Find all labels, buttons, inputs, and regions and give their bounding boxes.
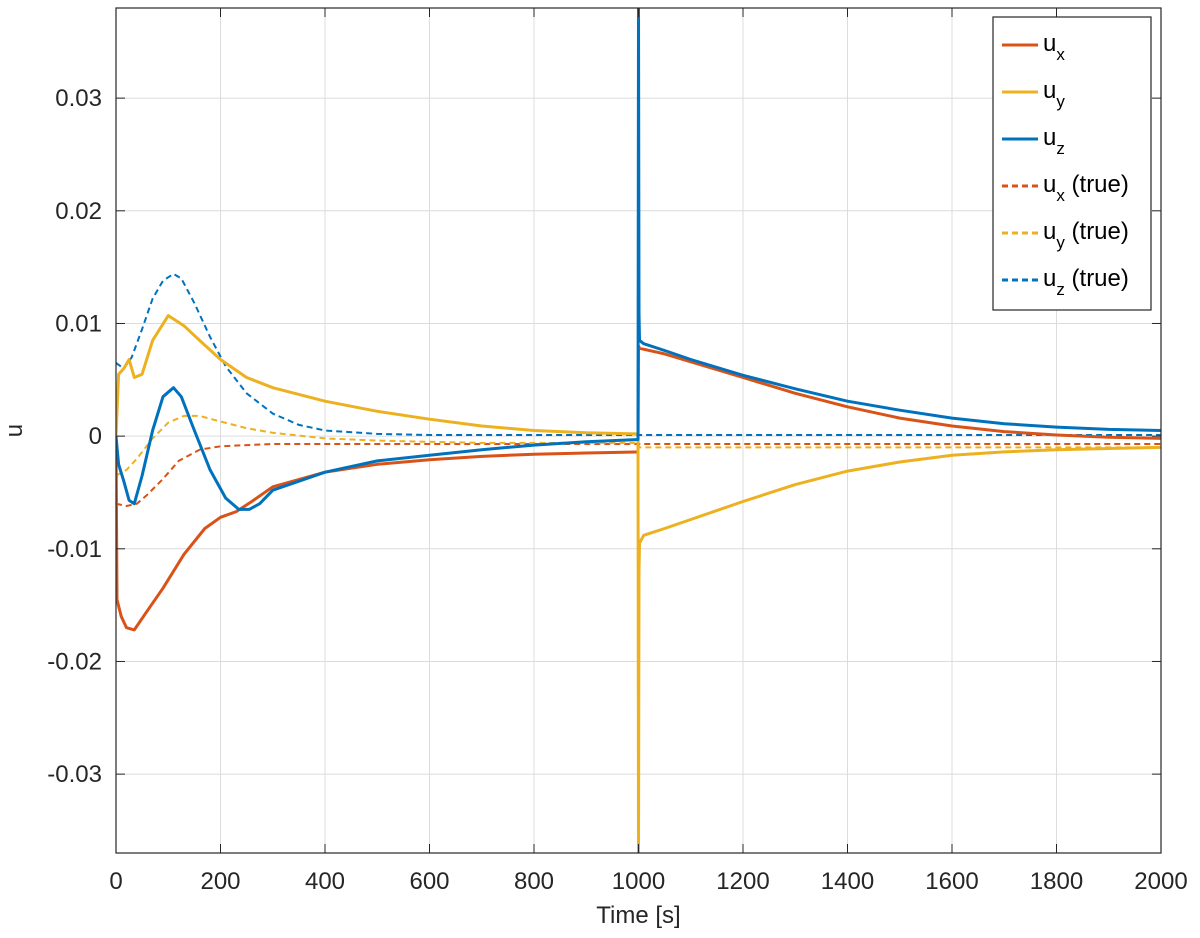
x-tick-label: 600	[409, 868, 449, 895]
legend-label: ux (true)	[1043, 171, 1129, 205]
legend: ux uy uz ux (true) uy (true) uz (true)	[992, 16, 1152, 311]
x-tick-label: 400	[305, 868, 345, 895]
y-tick-label: 0.02	[55, 198, 102, 225]
x-tick-label: 0	[109, 868, 122, 895]
x-tick-label: 1400	[821, 868, 874, 895]
y-tick-label: -0.02	[47, 648, 102, 675]
legend-label: uy	[1043, 77, 1065, 111]
y-tick-label: 0.01	[55, 310, 102, 337]
y-tick-label: 0	[89, 423, 102, 450]
legend-label: uy (true)	[1043, 218, 1129, 252]
y-axis-label: u	[1, 424, 28, 437]
x-tick-label: 1200	[716, 868, 769, 895]
legend-label: uz (true)	[1043, 265, 1129, 299]
x-tick-label: 2000	[1134, 868, 1187, 895]
series-line-u-y-true	[116, 414, 1161, 477]
x-tick-label: 200	[200, 868, 240, 895]
tick-labels: 0 200 400 600 800 1000 1200 1400 1600 1800 2000 -0.…	[47, 8, 1188, 895]
x-tick-label: 1000	[612, 868, 665, 895]
y-tick-label: 0.03	[55, 85, 102, 112]
series-group	[116, 8, 1161, 853]
series-line-u-y	[116, 314, 1161, 853]
x-tick-label: 1600	[925, 868, 978, 895]
x-tick-label: 800	[514, 868, 554, 895]
legend-label: ux	[1043, 30, 1065, 64]
x-tick-label: 1800	[1030, 868, 1083, 895]
y-tick-label: -0.03	[47, 761, 102, 788]
x-axis-label: Time [s]	[596, 902, 680, 929]
y-tick-label: -0.01	[47, 536, 102, 563]
series-line-u-x	[116, 344, 1161, 632]
series-line-u-z	[116, 8, 1161, 511]
series-line-u-z-true	[116, 272, 1161, 436]
legend-box	[992, 16, 1152, 311]
legend-label: uz	[1043, 124, 1065, 158]
